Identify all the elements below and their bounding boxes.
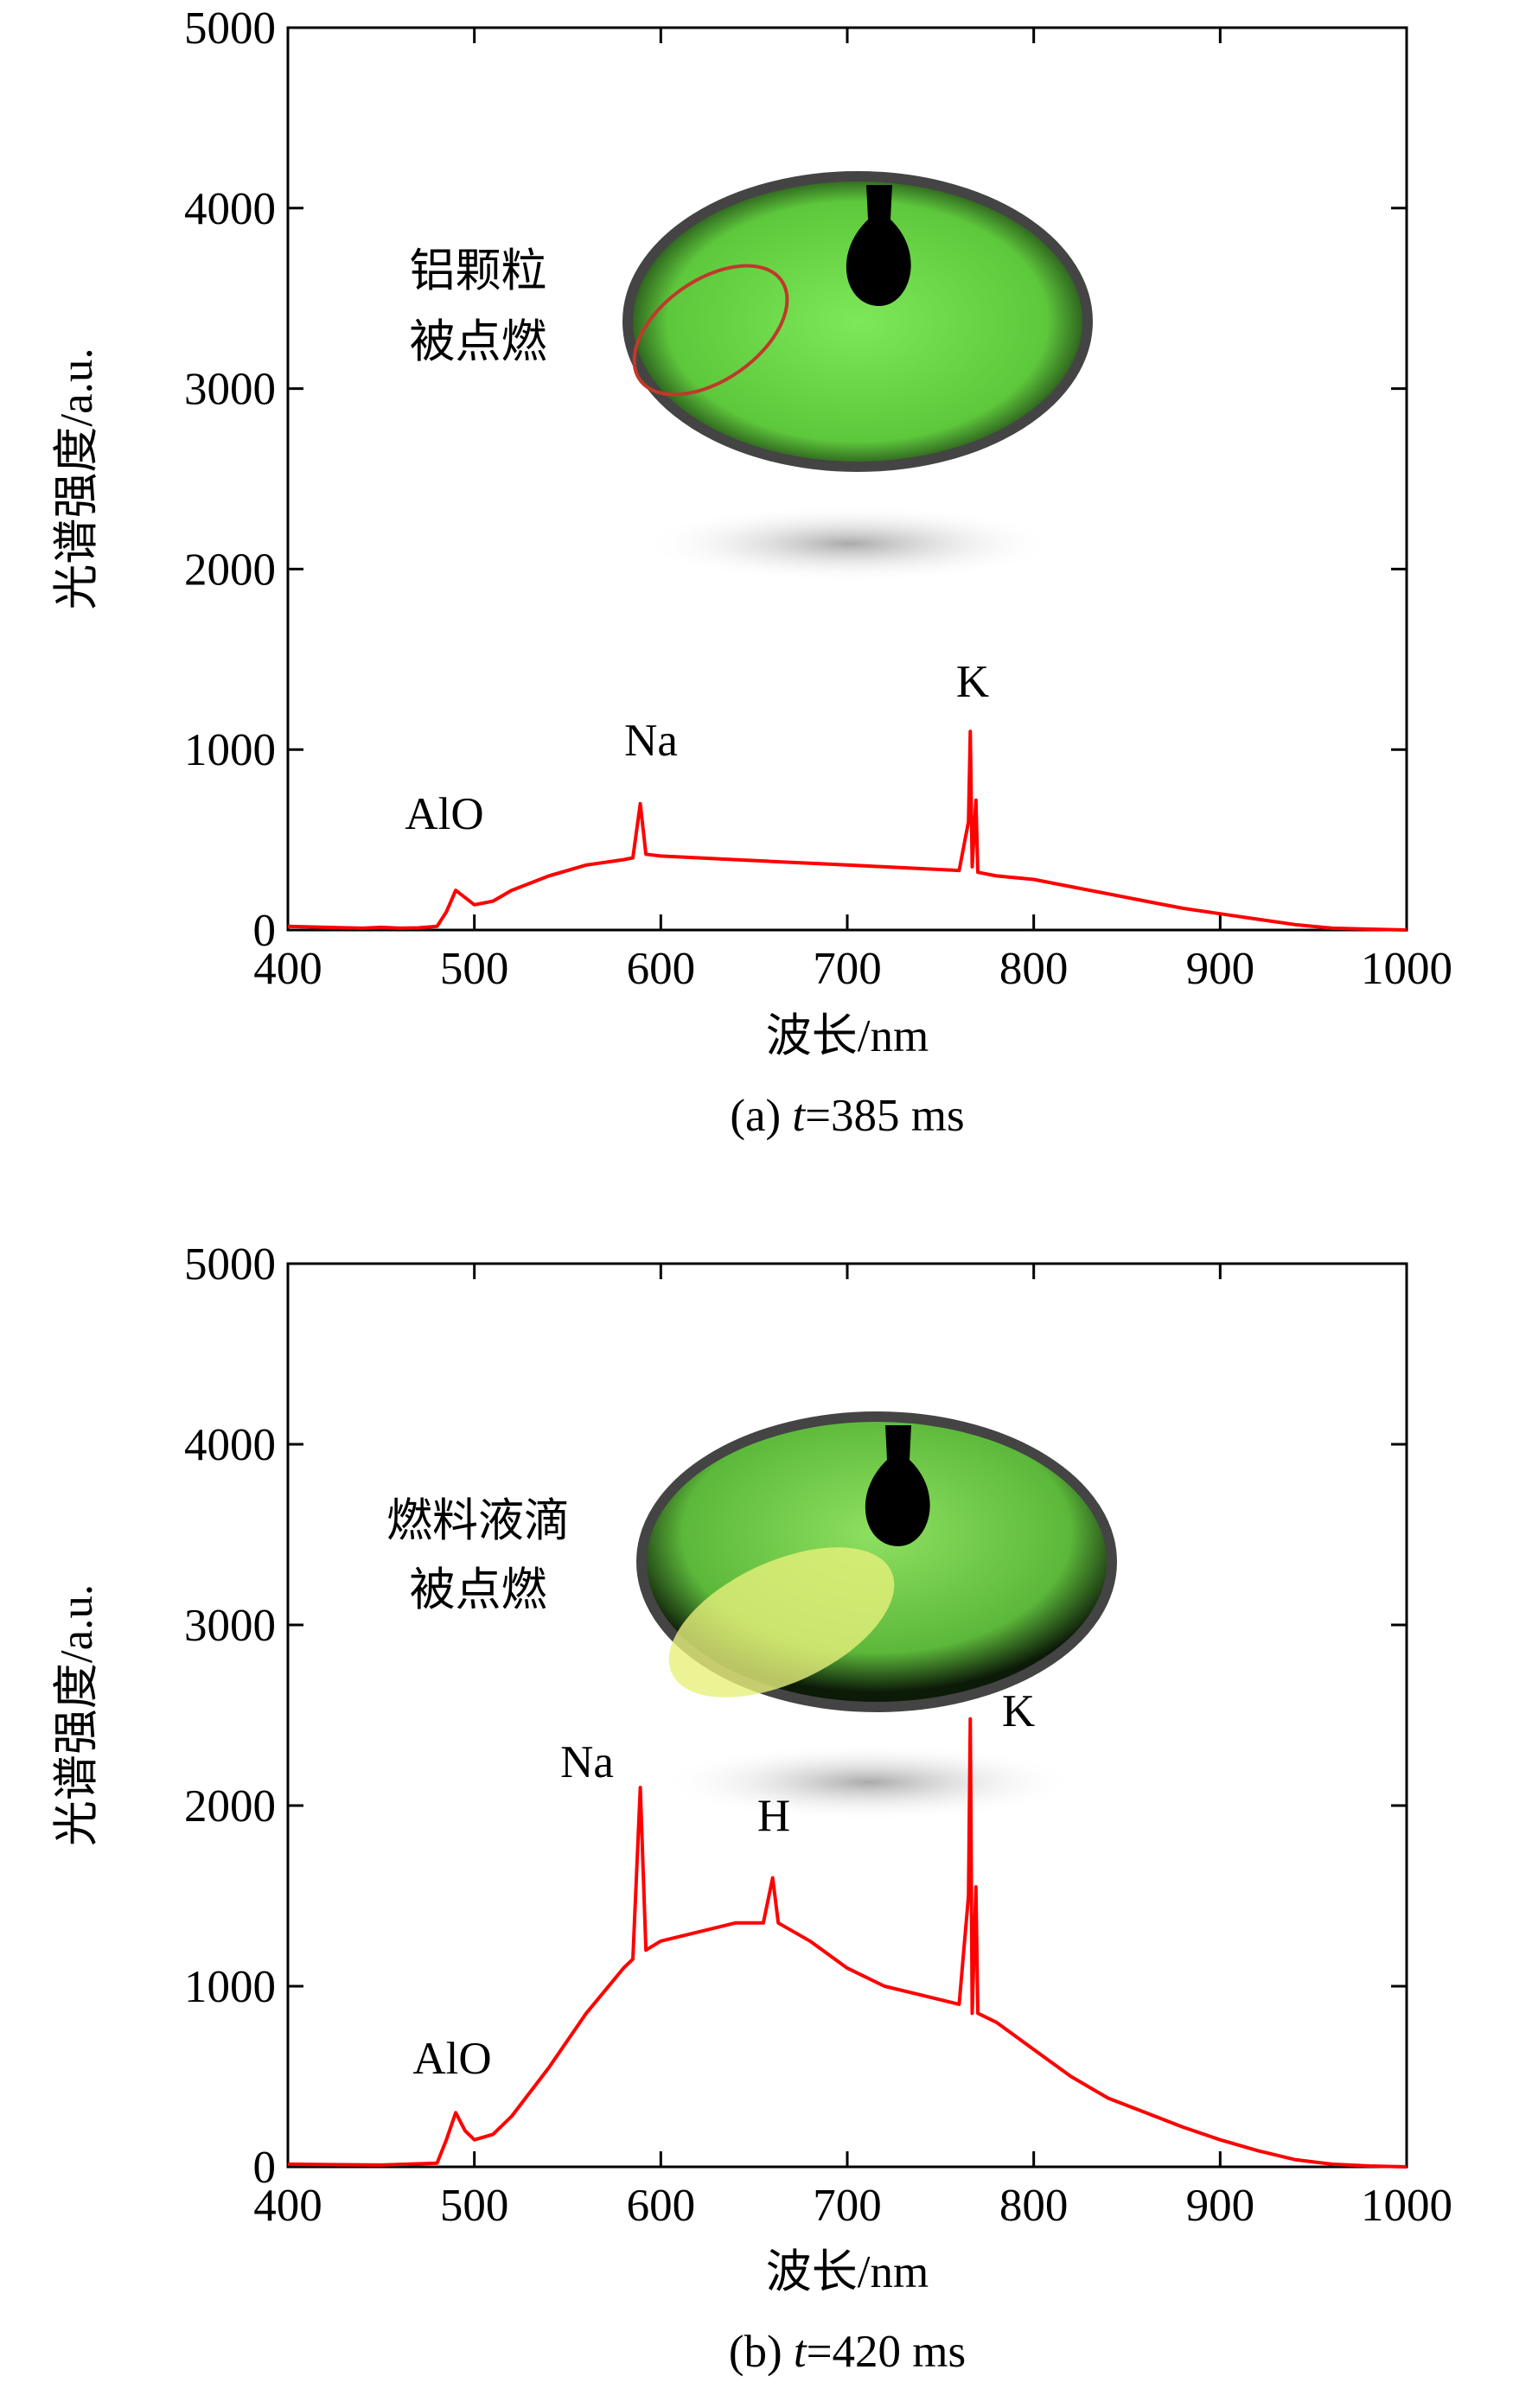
inset-label: 铝颗粒 xyxy=(410,246,547,296)
inset-label: 燃料液滴 xyxy=(386,1496,570,1546)
y-tick-label: 5000 xyxy=(184,1239,276,1290)
peak-label: AlO xyxy=(405,789,483,839)
caption: (a) t=385 ms xyxy=(730,1091,964,1141)
y-tick-label: 3000 xyxy=(184,1601,276,1651)
flame-glow xyxy=(668,1547,895,1698)
plot-frame xyxy=(286,1262,1408,2169)
inset-label: 被点燃 xyxy=(410,1565,547,1615)
x-tick-label: 400 xyxy=(253,944,322,994)
inset-photo xyxy=(622,171,1093,472)
x-tick-label: 800 xyxy=(999,944,1069,994)
y-tick-label: 3000 xyxy=(184,365,276,415)
y-tick-label: 4000 xyxy=(184,1420,276,1470)
x-axis-label: 波长/nm xyxy=(766,2247,929,2297)
x-tick-label: 600 xyxy=(627,2181,696,2231)
x-tick-label: 500 xyxy=(440,2181,509,2231)
y-tick-label: 5000 xyxy=(184,3,276,54)
caption-part: t xyxy=(792,1091,806,1141)
peak-label: K xyxy=(956,657,989,707)
highlight-ring xyxy=(632,264,789,397)
caption-part: (a) xyxy=(730,1091,792,1141)
inset-shadow xyxy=(642,505,1057,583)
x-tick-label: 900 xyxy=(1186,944,1255,994)
spectrum-line xyxy=(287,729,1408,932)
y-tick-label: 0 xyxy=(253,2143,277,2193)
x-tick-label: 700 xyxy=(813,944,882,994)
x-tick-label: 500 xyxy=(440,944,509,994)
caption-part: =385 ms xyxy=(805,1091,965,1141)
x-tick-label: 800 xyxy=(999,2181,1069,2231)
x-tick-label: 1000 xyxy=(1361,2181,1452,2231)
peak-label: Na xyxy=(624,716,678,766)
droplet xyxy=(865,1425,930,1546)
inset-label: 被点燃 xyxy=(410,317,547,367)
x-axis-label: 波长/nm xyxy=(766,1011,929,1061)
droplet xyxy=(846,185,911,306)
x-tick-label: 1000 xyxy=(1361,944,1452,994)
y-tick-label: 1000 xyxy=(184,725,276,775)
y-tick-label: 4000 xyxy=(184,184,276,234)
caption: (b) t=420 ms xyxy=(729,2327,966,2377)
spectrum-line xyxy=(287,1717,1408,2169)
caption-part: t xyxy=(794,2327,807,2377)
y-tick-label: 2000 xyxy=(184,545,276,595)
y-tick-label: 2000 xyxy=(184,1781,276,1831)
x-tick-label: 600 xyxy=(627,944,696,994)
y-tick-label: 1000 xyxy=(184,1962,276,2012)
peak-label: Na xyxy=(560,1737,614,1787)
peak-label: H xyxy=(757,1791,790,1841)
peak-label: K xyxy=(1002,1686,1035,1736)
x-tick-label: 400 xyxy=(253,2181,322,2231)
caption-part: =420 ms xyxy=(807,2327,967,2377)
y-tick-label: 0 xyxy=(253,906,277,956)
x-tick-label: 700 xyxy=(813,2181,882,2231)
y-axis-label: 光谱强度/a.u. xyxy=(52,1584,102,1846)
inset-shadow xyxy=(661,1743,1076,1821)
peak-label: AlO xyxy=(412,2034,491,2084)
caption-part: (b) xyxy=(729,2327,794,2377)
x-tick-label: 900 xyxy=(1186,2181,1255,2231)
y-axis-label: 光谱强度/a.u. xyxy=(52,347,102,609)
